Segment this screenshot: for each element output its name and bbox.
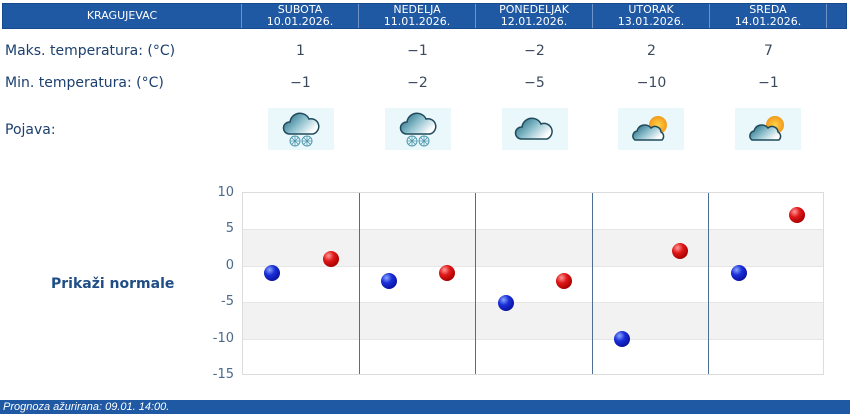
max-temp-label: Maks. temperatura: (°C) bbox=[5, 43, 176, 59]
max-temp-value: −1 bbox=[407, 43, 428, 59]
y-tick-label: 0 bbox=[225, 258, 234, 273]
y-tick-label: -5 bbox=[221, 294, 234, 309]
y-tick-label: 5 bbox=[225, 221, 234, 236]
min-temp-value: −1 bbox=[758, 75, 779, 91]
day-date: 13.01.2026. bbox=[617, 15, 685, 28]
grid-line bbox=[243, 266, 823, 267]
day-name: SUBOTA bbox=[277, 3, 323, 16]
min-temp-label: Min. temperatura: (°C) bbox=[5, 75, 164, 91]
y-tick-label: -15 bbox=[212, 367, 234, 382]
phenomenon-label: Pojava: bbox=[5, 122, 56, 138]
min-temp-value: −2 bbox=[407, 75, 428, 91]
max-temp-point bbox=[672, 243, 688, 259]
updated-text: Prognoza ažurirana: 09.01. 14:00. bbox=[3, 401, 170, 413]
partly-cloudy-icon bbox=[618, 108, 684, 150]
day-date: 11.01.2026. bbox=[383, 15, 451, 28]
y-tick-label: 10 bbox=[217, 185, 234, 200]
forecast-updated-bar: Prognoza ažurirana: 09.01. 14:00. bbox=[0, 400, 850, 414]
day-header: SUBOTA 10.01.2026. bbox=[242, 4, 359, 28]
day-separator bbox=[359, 193, 360, 374]
min-temp-point bbox=[731, 265, 747, 281]
cloud-icon bbox=[502, 108, 568, 150]
min-temp-value: −5 bbox=[524, 75, 545, 91]
day-header: PONEDELJAK 12.01.2026. bbox=[476, 4, 593, 28]
city-name: KRAGUJEVAC bbox=[3, 4, 242, 28]
header-spacer bbox=[827, 4, 846, 28]
max-temp-point bbox=[556, 273, 572, 289]
max-temp-value: 2 bbox=[647, 43, 656, 59]
cloud-snow-icon bbox=[385, 108, 451, 150]
max-temp-point bbox=[323, 251, 339, 267]
max-temp-value: 1 bbox=[296, 43, 305, 59]
day-separator bbox=[592, 193, 593, 374]
max-temp-value: 7 bbox=[764, 43, 773, 59]
day-name: PONEDELJAK bbox=[499, 3, 569, 16]
grid-band bbox=[243, 229, 823, 266]
grid-band bbox=[243, 302, 823, 339]
cloud-snow-icon bbox=[268, 108, 334, 150]
min-temp-point bbox=[498, 295, 514, 311]
grid-line bbox=[243, 229, 823, 230]
forecast-header: KRAGUJEVAC SUBOTA 10.01.2026. NEDELJA 11… bbox=[2, 3, 847, 29]
day-name: SREDA bbox=[749, 3, 787, 16]
temperature-chart bbox=[242, 192, 824, 375]
day-separator bbox=[475, 193, 476, 374]
min-temp-point bbox=[264, 265, 280, 281]
partly-cloudy-icon bbox=[735, 108, 801, 150]
min-temp-point bbox=[614, 331, 630, 347]
min-temp-value: −1 bbox=[290, 75, 311, 91]
day-header: UTORAK 13.01.2026. bbox=[593, 4, 710, 28]
day-date: 10.01.2026. bbox=[266, 15, 334, 28]
day-date: 14.01.2026. bbox=[734, 15, 802, 28]
max-temp-value: −2 bbox=[524, 43, 545, 59]
day-header: SREDA 14.01.2026. bbox=[710, 4, 827, 28]
min-temp-value: −10 bbox=[636, 75, 667, 91]
min-temp-point bbox=[381, 273, 397, 289]
max-temp-point bbox=[439, 265, 455, 281]
max-temp-point bbox=[789, 207, 805, 223]
grid-line bbox=[243, 302, 823, 303]
y-tick-label: -10 bbox=[212, 331, 234, 346]
day-name: NEDELJA bbox=[393, 3, 441, 16]
day-separator bbox=[708, 193, 709, 374]
day-date: 12.01.2026. bbox=[500, 15, 568, 28]
day-header: NEDELJA 11.01.2026. bbox=[359, 4, 476, 28]
grid-line bbox=[243, 339, 823, 340]
show-normals-link[interactable]: Prikaži normale bbox=[51, 276, 175, 292]
day-name: UTORAK bbox=[628, 3, 674, 16]
